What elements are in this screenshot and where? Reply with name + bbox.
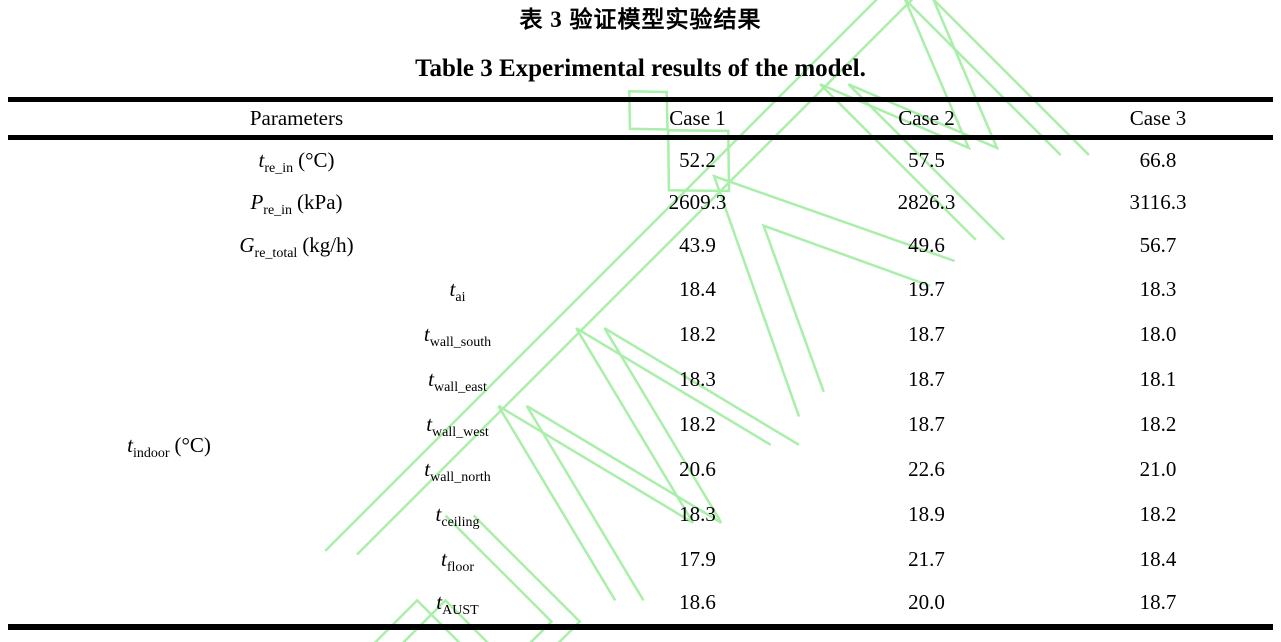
param-subscript: wall_north (430, 469, 491, 485)
param-label: tai (330, 267, 585, 312)
cell-value: 22.6 (908, 456, 945, 481)
table-title-chinese: 表 3 验证模型实验结果 (519, 7, 762, 32)
cell-value: 18.4 (679, 276, 716, 301)
cell-value: 49.6 (908, 232, 945, 257)
col-header-case3: Case 3 (1129, 106, 1187, 130)
cell-value: 20.6 (679, 456, 716, 481)
param-label: twall_north (330, 447, 585, 492)
cell-value: 52.2 (679, 147, 716, 172)
cell-value: 19.7 (908, 276, 945, 301)
cell-value: 18.0 (1139, 321, 1177, 346)
table-row-pre-in: Pre_in (kPa) 2609.3 2826.3 3116.3 (8, 181, 1273, 224)
cell-value: 18.7 (908, 411, 945, 436)
cell-value: 2609.3 (668, 189, 727, 214)
cell-value: 18.9 (908, 501, 945, 526)
param-subscript: re_total (254, 245, 298, 261)
param-symbol: G (239, 232, 255, 257)
param-unit: (°C) (174, 432, 211, 457)
param-subscript: ceiling (441, 514, 480, 530)
cell-value: 3116.3 (1129, 189, 1187, 214)
table-row-tai: tindoor (°C) tai 18.4 19.7 18.3 (8, 267, 1273, 461)
cell-value: 18.1 (1139, 366, 1177, 391)
param-unit: (kg/h) (302, 232, 354, 257)
param-label: tceiling (330, 492, 585, 537)
cell-value: 18.7 (908, 321, 945, 346)
cell-value: 21.0 (1139, 456, 1177, 481)
param-subscript: indoor (132, 445, 170, 461)
cell-value: 18.7 (1139, 590, 1177, 614)
cell-value: 2826.3 (897, 189, 956, 214)
cell-value: 56.7 (1139, 232, 1177, 257)
param-symbol: P (250, 189, 264, 214)
cell-value: 18.2 (1139, 411, 1177, 436)
param-subscript: wall_west (432, 424, 489, 440)
cell-value: 18.2 (679, 411, 716, 436)
param-subscript: floor (446, 559, 475, 575)
param-symbol: t (127, 432, 133, 457)
param-symbol: t (258, 147, 265, 172)
table-title-english: Table 3 Experimental results of the mode… (415, 55, 866, 82)
results-table: Parameters Case 1 Case 2 Case 3 tre_in (°… (8, 97, 1274, 630)
cell-value: 18.2 (1139, 501, 1177, 526)
cell-value: 20.0 (908, 590, 945, 614)
param-unit: (°C) (298, 147, 335, 172)
param-subscript: ai (455, 289, 466, 305)
param-label: twall_south (330, 312, 585, 357)
cell-value: 43.9 (679, 232, 716, 257)
cell-value: 66.8 (1139, 147, 1177, 172)
cell-value: 18.3 (1139, 276, 1177, 301)
param-subscript: wall_east (433, 379, 487, 395)
cell-value: 18.3 (679, 366, 716, 391)
table-row-gre-total: Gre_total (kg/h) 43.9 49.6 56.7 (8, 224, 1273, 267)
param-label: Gre_total (kg/h) (8, 224, 585, 267)
param-subscript: re_in (263, 202, 293, 218)
param-label: tfloor (330, 537, 585, 582)
param-subscript: re_in (264, 160, 294, 176)
cell-value: 18.3 (679, 501, 716, 526)
param-label: tAUST (330, 582, 585, 627)
table-row-tre-in: tre_in (°C) 52.2 57.5 66.8 (8, 138, 1273, 181)
col-header-case2: Case 2 (898, 106, 955, 130)
param-unit: (kPa) (297, 189, 343, 214)
param-label: twall_west (330, 402, 585, 447)
param-label: twall_east (330, 357, 585, 402)
cell-value: 57.5 (908, 147, 945, 172)
cell-value: 21.7 (908, 546, 945, 571)
cell-value: 18.2 (679, 321, 716, 346)
header-row: Parameters Case 1 Case 2 Case 3 (8, 100, 1274, 138)
param-subscript: AUST (442, 603, 479, 619)
col-header-parameters: Parameters (249, 106, 344, 130)
cell-value: 18.6 (679, 590, 716, 614)
param-subscript: wall_south (429, 334, 492, 350)
cell-value: 18.7 (908, 366, 945, 391)
param-label: tre_in (°C) (8, 138, 585, 181)
group-label-tindoor: tindoor (°C) (8, 267, 330, 627)
cell-value: 17.9 (679, 546, 716, 571)
param-label: Pre_in (kPa) (8, 181, 585, 224)
col-header-case1: Case 1 (669, 106, 726, 130)
cell-value: 18.4 (1139, 546, 1177, 571)
